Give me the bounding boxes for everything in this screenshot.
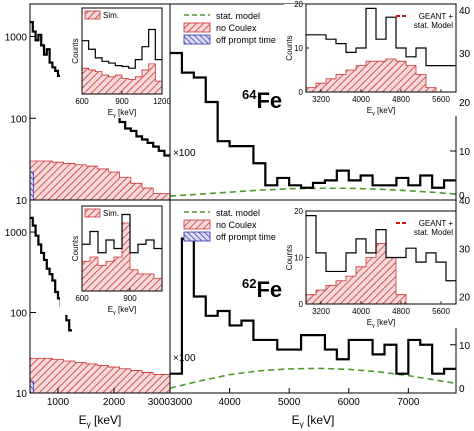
inset-bottom-right: 3200 4000 4800 5600 20 10 0 Eγ [keV] Counts GEANT… (284, 207, 458, 329)
inset-y-axis-label: Counts (71, 236, 80, 261)
inset-y-tick-label: 0 (299, 88, 304, 97)
y-tick-label: 20 (459, 293, 471, 304)
legend-no-coulex-label: no Coulex (216, 220, 257, 230)
inset-legend-label: Sim. (103, 11, 119, 20)
inset-sim-fill (81, 63, 163, 95)
inset-data-histogram (306, 7, 456, 67)
inset-x-tick-label: 600 (75, 294, 89, 303)
x-tick-label: 5000 (278, 397, 301, 408)
y-tick-label: 1000 (5, 33, 28, 44)
inset-x-tick-label: 4800 (392, 307, 410, 316)
x-axis-label: Eγ [keV] (292, 413, 335, 429)
inset-legend-label: Sim. (103, 209, 119, 218)
y-tick-label: 10 (459, 341, 471, 352)
x-axis-label: Eγ [keV] (79, 413, 122, 429)
inset-legend-label: stat. Model (414, 21, 453, 30)
inset-top-left: 600 900 1200 Eγ [keV] Counts Sim. (60, 7, 171, 119)
isotope-label: 62Fe (242, 276, 282, 302)
panel-bottom-left: 1000 100 10 1000 2000 3000 Eγ [keV] (5, 199, 171, 429)
y-tick-label: 30 (459, 49, 471, 60)
legend-no-coulex-label: no Coulex (216, 23, 257, 33)
inset-bottom-left: 600 900 Eγ [keV] Counts Sim. (60, 205, 164, 316)
inset-data-histogram (82, 28, 162, 69)
y-tick-label: 100 (10, 114, 27, 125)
y-tick-label: 20 (459, 98, 471, 109)
stat-model-line-top-right (169, 187, 457, 197)
y-tick-label: 100 (10, 309, 27, 320)
inset-legend-label: stat. Model (414, 228, 453, 237)
inset-legend-swatch (84, 208, 101, 218)
inset-data-histogram (306, 215, 456, 282)
off-prompt-fill-bottom-left (29, 380, 34, 394)
inset-top-right: 3200 4000 4800 5600 20 10 0 Eγ [keV] Counts GEANT… (284, 0, 458, 117)
inset-x-tick-label: 600 (75, 97, 89, 106)
inset-x-tick-label: 4000 (352, 307, 370, 316)
y-tick-label: 40 (459, 6, 471, 17)
x-tick-label: 6000 (338, 397, 361, 408)
inset-backdrop (60, 206, 164, 315)
y-tick-label: 0 (459, 191, 465, 202)
inset-x-tick-label: 5600 (432, 307, 450, 316)
inset-x-axis-label: Eγ [keV] (367, 318, 396, 329)
inset-legend-label: GEANT + (419, 12, 454, 21)
inset-y-tick-label: 10 (294, 254, 303, 263)
inset-x-tick-label: 900 (123, 294, 137, 303)
inset-sim-fill (305, 58, 456, 93)
y-tick-label: 1000 (5, 228, 28, 239)
isotope-label: 64Fe (242, 87, 282, 113)
data-histogram-top-right (170, 51, 456, 189)
scale-annotation: ×100 (173, 148, 196, 159)
x-tick-label: 3000 (148, 397, 171, 408)
x-tick-label: 3000 (170, 397, 193, 408)
panel-bottom-right: 40 30 20 10 0 3000 4000 5000 6000 7000 Eγ [keV] ×10… (169, 196, 471, 429)
y-tick-label: 30 (459, 244, 471, 255)
inset-x-tick-label: 900 (115, 97, 129, 106)
inset-y-tick-label: 10 (294, 44, 303, 53)
y-tick-label: 10 (459, 147, 471, 158)
inset-x-tick-label: 4800 (392, 95, 410, 104)
inset-legend-swatch (84, 10, 101, 20)
x-tick-label: 7000 (397, 397, 420, 408)
inset-x-axis-label: Eγ [keV] (367, 106, 396, 117)
inset-x-tick-label: 1200 (153, 97, 171, 106)
scale-annotation: ×100 (173, 353, 196, 364)
sim-fill-top-left (29, 160, 171, 201)
y-tick-label: 10 (16, 196, 28, 207)
inset-x-tick-label: 5600 (432, 95, 450, 104)
inset-y-tick-label: 20 (294, 207, 303, 216)
legend-off-prompt-swatch (183, 231, 211, 242)
inset-backdrop (284, 4, 458, 116)
y-tick-label: 0 (459, 384, 465, 395)
legend-no-coulex-swatch (183, 219, 211, 230)
x-tick-label: 1000 (47, 397, 70, 408)
inset-x-tick-label: 3200 (312, 95, 330, 104)
inset-frame (81, 205, 163, 292)
legend-no-coulex-swatch (183, 22, 211, 33)
inset-y-tick-label: 20 (294, 0, 303, 9)
x-tick-label: 2000 (103, 397, 126, 408)
legend-off-prompt-swatch (183, 34, 211, 45)
inset-x-tick-label: 3200 (312, 307, 330, 316)
x-tick-label: 4000 (218, 397, 241, 408)
inset-data-histogram (82, 213, 162, 254)
inset-legend-label: GEANT + (419, 219, 454, 228)
legend-stat-model-label: stat. model (216, 208, 260, 218)
inset-y-axis-label: Counts (71, 38, 80, 63)
off-prompt-fill-top-left (29, 171, 34, 201)
inset-y-axis-label: Counts (285, 245, 294, 270)
inset-y-axis-label: Counts (285, 35, 294, 60)
inset-y-tick-label: 0 (299, 300, 304, 309)
y-tick-label: 10 (16, 389, 28, 400)
inset-x-axis-label: Eγ [keV] (108, 305, 137, 316)
stat-model-line-bottom-right (169, 367, 457, 389)
data-histogram-bottom-right (170, 237, 456, 375)
sim-fill-bottom-left (29, 357, 171, 394)
legend-off-prompt-label: off prompt time (216, 232, 276, 242)
inset-x-tick-label: 4000 (352, 95, 370, 104)
inset-x-axis-label: Eγ [keV] (108, 108, 137, 119)
legend-off-prompt-label: off prompt time (216, 35, 276, 45)
y-tick-label: 40 (459, 196, 471, 207)
legend-stat-model-label: stat. model (216, 11, 260, 21)
